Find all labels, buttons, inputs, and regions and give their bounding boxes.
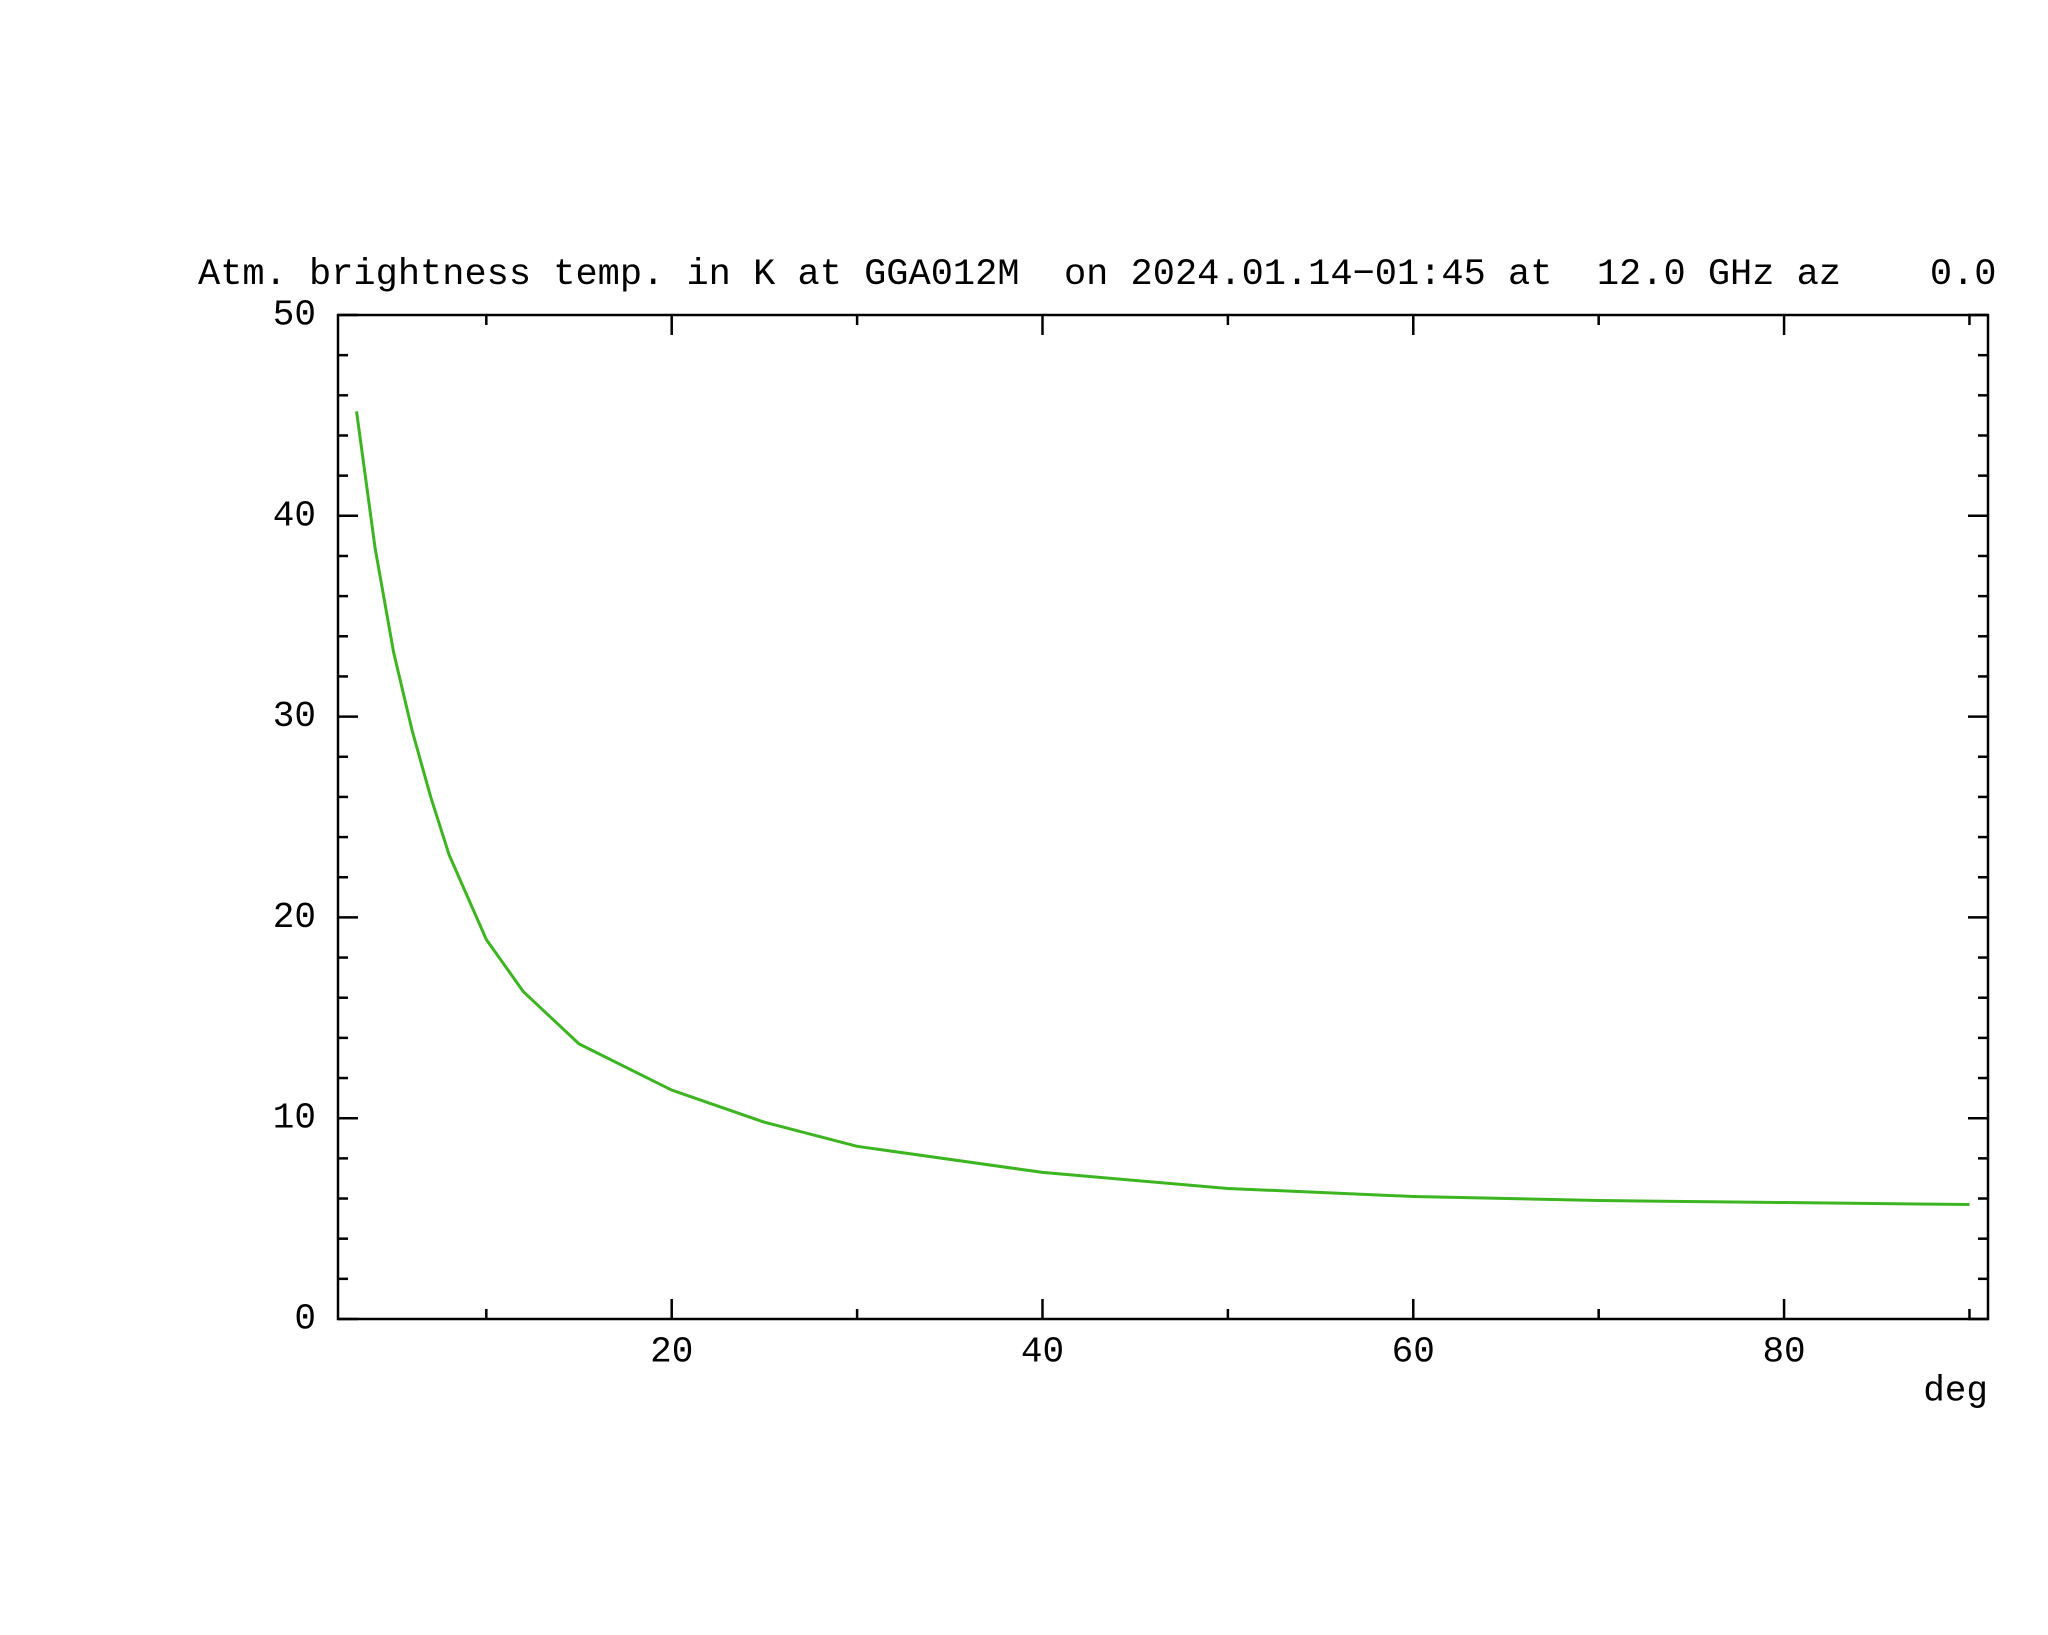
plot-frame: [336, 313, 1990, 1321]
data-line: [355, 411, 1970, 1207]
y-tick-label: 40: [273, 495, 316, 536]
y-tick-label: 20: [273, 897, 316, 938]
x-tick-label: 20: [650, 1332, 693, 1373]
chart-title: Atm. brightness temp. in K at GGA012M on…: [198, 254, 1997, 296]
y-tick-label: 0: [294, 1299, 316, 1340]
x-tick-label: 80: [1762, 1332, 1805, 1373]
x-tick-label: 60: [1392, 1332, 1435, 1373]
x-axis-label: deg: [1923, 1371, 1988, 1412]
x-tick-label: 40: [1021, 1332, 1064, 1373]
y-tick-label: 30: [273, 696, 316, 737]
y-tick-label: 50: [273, 295, 316, 336]
y-tick-label: 10: [273, 1098, 316, 1139]
